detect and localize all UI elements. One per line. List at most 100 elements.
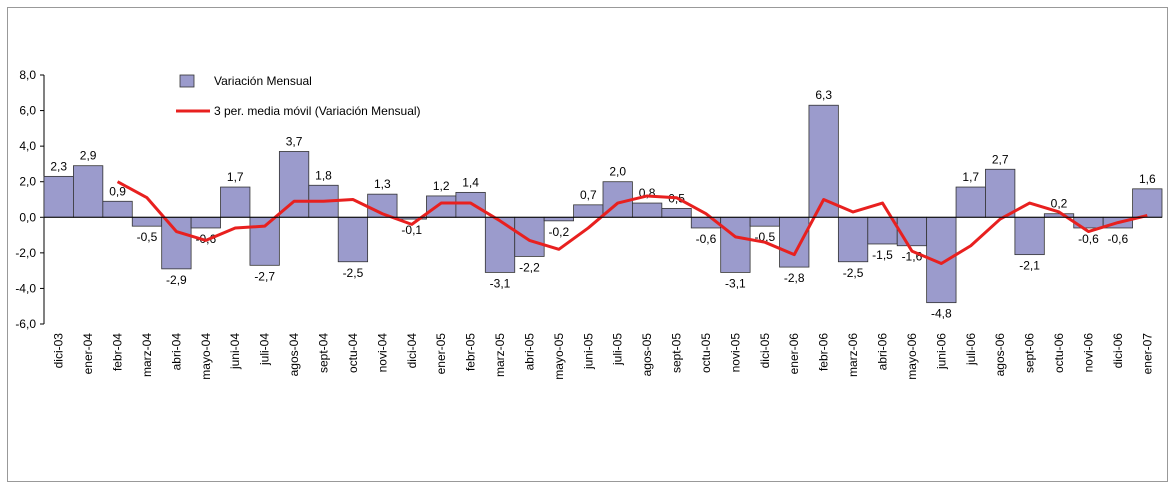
y-tick-label: 2,0 xyxy=(19,175,36,189)
x-tick-label: dici-03 xyxy=(52,333,66,369)
bar xyxy=(573,204,604,218)
y-tick-label: -2,0 xyxy=(15,246,36,260)
x-tick-label: marz-05 xyxy=(493,333,507,377)
bar xyxy=(955,186,986,218)
x-tick-label: octu-06 xyxy=(1052,333,1066,373)
bar xyxy=(632,202,663,218)
value-label: 1,7 xyxy=(962,170,979,184)
value-label: 2,0 xyxy=(609,165,626,179)
value-label: -3,1 xyxy=(725,276,746,290)
bar xyxy=(837,216,869,263)
value-label: 2,3 xyxy=(50,159,67,173)
x-tick-label: dici-04 xyxy=(405,333,419,369)
x-tick-label: novi-05 xyxy=(728,333,742,373)
x-tick-label: abri-04 xyxy=(169,333,183,371)
bar xyxy=(337,216,369,263)
value-label: 3,7 xyxy=(286,134,303,148)
value-label: 0,2 xyxy=(1051,197,1068,211)
value-label: -0,1 xyxy=(401,223,422,237)
value-label: -0,6 xyxy=(1108,232,1129,246)
x-tick-label: octu-05 xyxy=(699,333,713,373)
x-tick-label: agos-04 xyxy=(287,333,301,377)
value-label: 2,7 xyxy=(992,152,1009,166)
x-tick-label: juli-06 xyxy=(964,333,978,366)
value-label: -2,9 xyxy=(166,273,187,287)
x-tick-label: novi-06 xyxy=(1081,333,1095,373)
value-label: 1,6 xyxy=(1139,172,1156,186)
value-label: 6,3 xyxy=(815,88,832,102)
x-tick-label: mayo-05 xyxy=(552,333,566,380)
bar xyxy=(749,216,780,227)
x-tick-label: abri-05 xyxy=(522,333,536,371)
x-tick-label: marz-06 xyxy=(846,333,860,377)
x-tick-label: ener-07 xyxy=(1140,333,1154,375)
x-tick-label: juni-06 xyxy=(934,333,948,370)
legend-label: 3 per. media móvil (Variación Mensual) xyxy=(214,104,421,118)
bar xyxy=(161,216,192,270)
value-label: -0,6 xyxy=(696,232,717,246)
x-tick-label: mayo-04 xyxy=(199,333,213,380)
x-tick-label: agos-06 xyxy=(993,333,1007,377)
value-label: 0,9 xyxy=(109,184,126,198)
bar xyxy=(896,216,928,247)
value-label: 0,7 xyxy=(580,188,597,202)
y-tick-label: -4,0 xyxy=(15,281,36,295)
value-label: -2,5 xyxy=(343,266,364,280)
x-tick-label: mayo-06 xyxy=(905,333,919,380)
bar xyxy=(220,186,251,218)
y-tick-label: 8,0 xyxy=(19,68,36,82)
legend-swatch xyxy=(179,74,195,88)
value-label: -2,8 xyxy=(784,271,805,285)
bar xyxy=(43,175,74,218)
x-tick-label: ener-04 xyxy=(81,333,95,375)
x-tick-label: juli-04 xyxy=(258,333,272,366)
x-tick-label: dici-06 xyxy=(1111,333,1125,369)
x-tick-label: sept-04 xyxy=(317,333,331,373)
x-tick-label: juni-05 xyxy=(581,333,595,370)
bar xyxy=(455,191,486,218)
value-label: -3,1 xyxy=(490,276,511,290)
value-label: 1,2 xyxy=(433,179,450,193)
value-label: 1,4 xyxy=(462,175,479,189)
bar xyxy=(190,216,221,229)
x-tick-label: febr-05 xyxy=(464,333,478,371)
bar xyxy=(1014,216,1045,256)
value-label: -0,5 xyxy=(137,230,158,244)
value-label: 1,3 xyxy=(374,177,391,191)
x-tick-label: sept-05 xyxy=(670,333,684,373)
x-tick-label: febr-04 xyxy=(111,333,125,371)
x-tick-label: abri-06 xyxy=(876,333,890,371)
x-tick-label: sept-06 xyxy=(1023,333,1037,373)
bar xyxy=(985,168,1016,218)
moving-average-line xyxy=(116,180,1148,266)
bar xyxy=(131,216,163,227)
x-tick-label: juni-04 xyxy=(228,333,242,370)
bar xyxy=(1043,213,1075,218)
bar xyxy=(661,207,692,218)
value-label: -2,5 xyxy=(843,266,864,280)
x-tick-label: marz-04 xyxy=(140,333,154,377)
x-tick-label: juli-05 xyxy=(611,333,625,366)
value-label: 2,9 xyxy=(80,149,97,163)
x-tick-label: agos-05 xyxy=(640,333,654,377)
y-tick-label: 4,0 xyxy=(19,139,36,153)
bar xyxy=(720,216,751,273)
y-tick-label: 0,0 xyxy=(19,210,36,224)
x-tick-label: ener-05 xyxy=(434,333,448,375)
legend-label: Variación Mensual xyxy=(214,74,312,88)
bar xyxy=(484,216,516,273)
x-tick-label: ener-06 xyxy=(787,333,801,375)
bar xyxy=(426,195,457,218)
value-label: -0,6 xyxy=(1078,232,1099,246)
value-label: 1,8 xyxy=(315,168,332,182)
value-label: 1,7 xyxy=(227,170,244,184)
y-tick-label: 6,0 xyxy=(19,104,36,118)
value-label: -2,1 xyxy=(1019,259,1040,273)
bar xyxy=(278,151,310,218)
x-tick-label: octu-04 xyxy=(346,333,360,373)
value-label: -2,7 xyxy=(254,269,275,283)
bar xyxy=(102,200,133,218)
value-label: -1,5 xyxy=(872,248,893,262)
bar xyxy=(1132,188,1163,218)
